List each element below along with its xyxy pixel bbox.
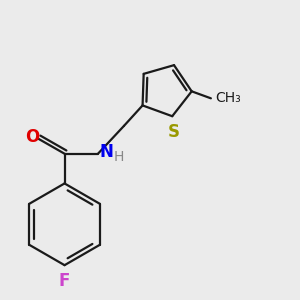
Text: CH₃: CH₃: [215, 91, 241, 105]
Text: N: N: [100, 143, 114, 161]
Text: O: O: [25, 128, 39, 146]
Text: F: F: [59, 272, 70, 290]
Text: H: H: [114, 150, 124, 164]
Text: S: S: [168, 123, 180, 141]
